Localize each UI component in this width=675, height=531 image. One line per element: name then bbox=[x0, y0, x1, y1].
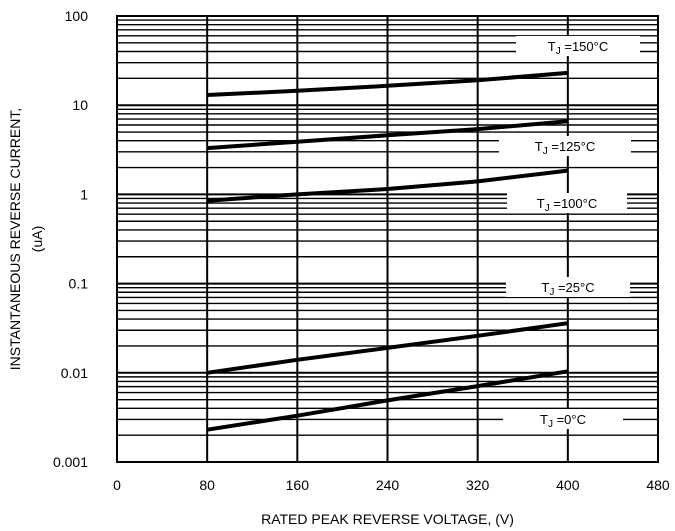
y-tick-labels: 0.001 0.01 0.1 1 10 100 bbox=[53, 8, 88, 470]
series-line-3 bbox=[206, 321, 569, 375]
series-line-1 bbox=[207, 119, 568, 151]
y-tick-label: 1 bbox=[80, 186, 88, 202]
series-labels: TJ =150°C TJ =125°C TJ =100°C TJ =25°C TJ =0… bbox=[499, 36, 640, 430]
plot-frame bbox=[116, 15, 659, 463]
y-tick-label: 10 bbox=[72, 97, 88, 113]
y-axis-title-line1: INSTANTANEOUS REVERSE CURRENT, bbox=[7, 108, 23, 370]
series-label-1: TJ =125°C bbox=[499, 136, 631, 157]
x-tick-label: 320 bbox=[466, 477, 490, 493]
y-tick-label: 0.01 bbox=[61, 365, 88, 381]
x-tick-labels: 0 80 160 240 320 400 480 bbox=[113, 477, 670, 493]
y-tick-label: 0.1 bbox=[69, 276, 89, 292]
series-label-text: TJ =100°C bbox=[537, 196, 597, 214]
series-label-box bbox=[503, 409, 623, 429]
series-line-2 bbox=[207, 168, 569, 203]
y-axis-title-line2: (uA) bbox=[29, 226, 45, 252]
x-tick-label: 80 bbox=[199, 477, 215, 493]
series-label-3: TJ =25°C bbox=[506, 277, 630, 298]
series-label-box bbox=[506, 277, 630, 297]
x-tick-label: 480 bbox=[646, 477, 670, 493]
y-tick-label: 0.001 bbox=[53, 454, 88, 470]
x-tick-label: 400 bbox=[556, 477, 580, 493]
x-tick-label: 0 bbox=[113, 477, 121, 493]
series-label-0: TJ =150°C bbox=[516, 36, 640, 57]
series-label-box bbox=[507, 193, 627, 213]
series-label-text: TJ =0°C bbox=[540, 412, 586, 430]
series-label-4: TJ =0°C bbox=[503, 409, 623, 430]
series-label-2: TJ =100°C bbox=[507, 193, 627, 214]
y-tick-label: 100 bbox=[65, 8, 89, 24]
series-label-box bbox=[516, 36, 640, 56]
series-label-text: TJ =25°C bbox=[541, 280, 594, 298]
x-axis-title: RATED PEAK REVERSE VOLTAGE, (V) bbox=[261, 511, 514, 527]
series-label-box bbox=[499, 136, 631, 156]
x-tick-label: 160 bbox=[286, 477, 310, 493]
x-tick-label: 240 bbox=[376, 477, 400, 493]
series-lines bbox=[206, 70, 569, 432]
series-line-0 bbox=[207, 70, 568, 97]
series-label-text: TJ =125°C bbox=[535, 139, 595, 157]
grid bbox=[117, 16, 658, 463]
series-line-4 bbox=[206, 369, 569, 432]
series-label-text: TJ =150°C bbox=[548, 39, 608, 57]
